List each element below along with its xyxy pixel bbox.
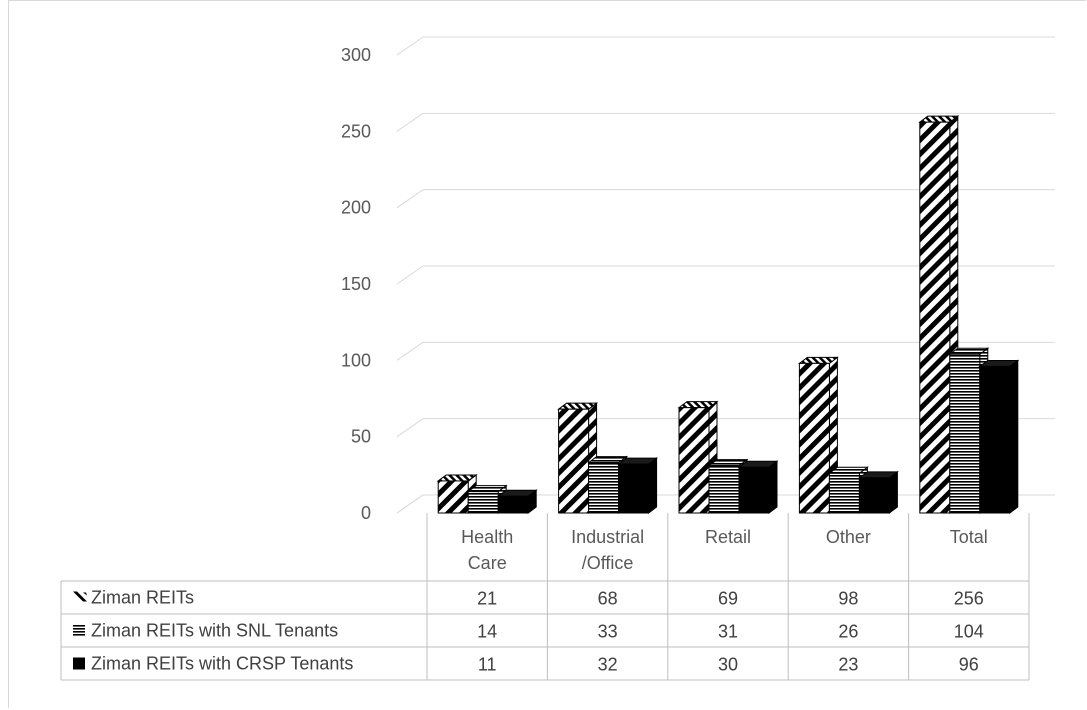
data-table-cell: 69 — [718, 589, 738, 609]
data-table-cell: 68 — [598, 589, 618, 609]
data-table-cell: 30 — [718, 655, 738, 675]
legend-key-diagonal-tip — [83, 592, 87, 596]
series-row-label: Ziman REITs with SNL Tenants — [91, 621, 338, 641]
category-label: Total — [950, 527, 988, 547]
bar-chart: 0 50 100 150 200 250 300 Health Care Industrial /… — [60, 36, 1055, 681]
legend-key-diagonal — [73, 591, 87, 602]
gridline-depth — [396, 341, 424, 361]
category-label: Industrial — [571, 527, 644, 547]
legend-key-solid — [73, 657, 85, 670]
chart-frame: 0 50 100 150 200 250 300 Health Care Industrial /… — [8, 0, 1086, 708]
floor-edge — [396, 494, 424, 514]
bar-side — [768, 460, 778, 514]
data-table-cell: 96 — [959, 655, 979, 675]
series-row-label: Ziman REITs with CRSP Tenants — [91, 654, 353, 674]
y-tick-label: 150 — [341, 274, 371, 294]
bar — [497, 495, 529, 514]
gridline-depth — [396, 112, 424, 132]
data-table-cell: 23 — [838, 655, 858, 675]
category-label: Health — [461, 527, 513, 547]
gridline-depth — [396, 265, 424, 285]
bar — [558, 408, 590, 514]
y-tick-label: 300 — [341, 45, 371, 65]
bar — [828, 472, 860, 514]
y-tick-label: 50 — [351, 427, 371, 447]
bar — [738, 466, 770, 514]
bar-side — [1009, 359, 1019, 514]
bar — [708, 465, 740, 514]
data-table-cell: 14 — [477, 622, 497, 642]
bar-side — [888, 470, 898, 514]
data-table-cell: 256 — [954, 589, 984, 609]
bar — [618, 463, 650, 514]
data-table-cell: 21 — [477, 589, 497, 609]
data-table-cell: 98 — [838, 589, 858, 609]
data-table: Health Care Industrial/Office Retail Other To… — [60, 513, 1030, 681]
legend-key-horizontal — [73, 624, 85, 637]
bar — [437, 480, 469, 514]
bar-side — [648, 457, 658, 514]
bar — [919, 121, 951, 514]
gridline-depth — [396, 36, 424, 56]
data-table-cell: 33 — [598, 622, 618, 642]
bar — [588, 462, 620, 514]
series-row-label: Ziman REITs — [91, 588, 194, 608]
category-label: Other — [826, 527, 871, 547]
y-tick-label: 0 — [361, 503, 371, 523]
data-table-cell: 104 — [954, 622, 984, 642]
y-tick-label: 250 — [341, 121, 371, 141]
bar — [979, 365, 1011, 514]
data-table-cell: 32 — [598, 655, 618, 675]
bar — [467, 491, 499, 514]
bar — [858, 477, 890, 514]
category-label: Care — [468, 553, 507, 573]
gridline-depth — [396, 418, 424, 438]
y-axis-tick-labels: 0 50 100 150 200 250 300 — [341, 45, 371, 523]
y-tick-label: 200 — [341, 198, 371, 218]
data-table-cell: 11 — [478, 655, 497, 675]
bars — [436, 115, 1020, 514]
gridline-depth — [396, 189, 424, 209]
category-label: /Office — [582, 553, 634, 573]
data-table-cell: 31 — [718, 622, 738, 642]
bar — [678, 407, 710, 514]
bar — [949, 353, 981, 514]
y-tick-label: 100 — [341, 350, 371, 370]
bar — [798, 362, 830, 514]
category-label: Retail — [705, 527, 751, 547]
data-table-cell: 26 — [838, 622, 858, 642]
